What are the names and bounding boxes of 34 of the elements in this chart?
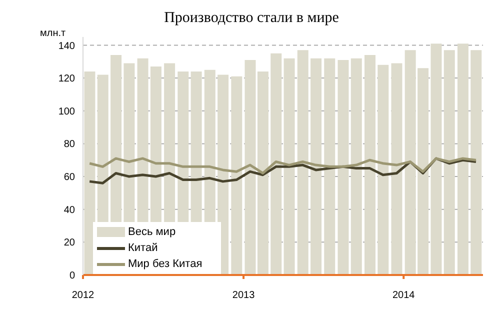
y-tick-label: 120: [58, 74, 76, 85]
y-tick-label: 60: [64, 172, 76, 184]
y-tick-label: 40: [64, 204, 76, 216]
legend-label: Весь мир: [128, 225, 176, 240]
chart-title: Производство стали в мире: [163, 10, 340, 27]
bar: [270, 53, 282, 275]
bar: [350, 58, 362, 275]
bar: [244, 60, 256, 275]
legend-label: Китай: [128, 241, 158, 256]
line-series: [88, 157, 478, 174]
bar: [310, 58, 322, 275]
bar: [444, 50, 455, 275]
y-tick-label: 20: [64, 238, 76, 249]
y-tick-label: 80: [64, 139, 76, 150]
bar: [297, 50, 308, 275]
bar: [338, 60, 349, 275]
bar: [284, 58, 295, 275]
x-tick-label: 2014: [392, 290, 416, 302]
bar: [364, 55, 376, 275]
y-tick-label: 0: [69, 270, 76, 282]
legend-label: Мир без Китая: [128, 257, 202, 272]
bar: [257, 71, 268, 275]
bar: [457, 44, 468, 275]
bar: [378, 64, 389, 275]
x-tick-label: 2012: [72, 290, 95, 302]
bar: [470, 50, 482, 275]
x-tick-label: 2013: [232, 290, 256, 302]
bar: [324, 58, 336, 275]
bar: [391, 63, 402, 275]
y-tick-label: 100: [58, 106, 76, 118]
y-tick-label: 140: [58, 40, 76, 52]
bar: [430, 44, 442, 275]
bar: [231, 76, 242, 275]
y-axis-title: млн.т: [40, 28, 66, 39]
